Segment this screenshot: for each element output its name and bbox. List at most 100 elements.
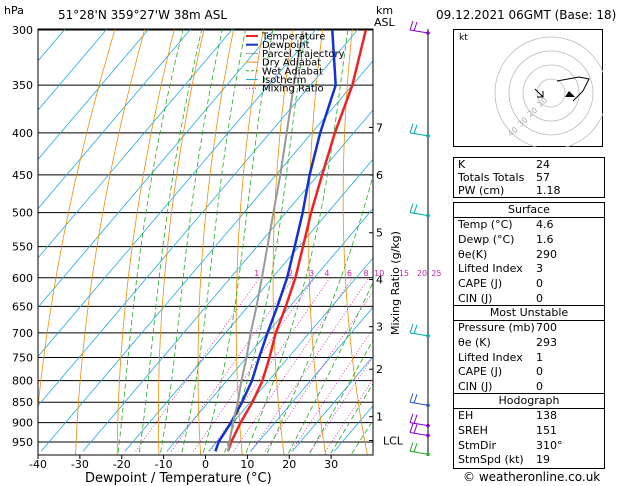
pressure-tick-label: 950 bbox=[12, 436, 33, 449]
x-tick-label: 0 bbox=[202, 458, 209, 471]
surface-row: Dewp (°C) 1.6 bbox=[458, 232, 554, 246]
wind-barb-flag bbox=[409, 442, 414, 452]
mixing-ratio-label: 25 bbox=[431, 269, 441, 278]
copyright: © weatheronline.co.uk bbox=[463, 470, 601, 484]
wind-barb-dot bbox=[426, 134, 430, 138]
location-title: 51°28'N 359°27'W 38m ASL bbox=[58, 8, 228, 22]
pressure-tick-label: 450 bbox=[12, 169, 33, 182]
hodo-row: StmDir 310° bbox=[458, 438, 563, 452]
surface-box: Surface Temp (°C) 4.6 Dewp (°C) 1.6 θe(K) 2… bbox=[453, 202, 605, 308]
mixing-ratio-line bbox=[310, 355, 373, 452]
mu-row: θe (K) 293 bbox=[458, 335, 557, 349]
legend-entry: Dry Adiabat bbox=[262, 58, 321, 69]
pressure-tick-label: 700 bbox=[12, 327, 33, 340]
km-tick-label: 6 bbox=[376, 169, 383, 182]
wet-adiabat-line bbox=[287, 281, 373, 455]
x-tick-label: -30 bbox=[71, 458, 89, 471]
km-label: km bbox=[376, 4, 394, 17]
legend-entry: Wet Adiabat bbox=[262, 66, 323, 77]
km-tick-label: 1 bbox=[376, 411, 383, 424]
hodo-row: EH 138 bbox=[458, 409, 557, 422]
x-tick-label: 10 bbox=[240, 458, 254, 471]
series-temperature bbox=[226, 29, 368, 452]
mixing-ratio-line bbox=[264, 290, 373, 452]
isotherm-line bbox=[38, 29, 317, 358]
isotherm-line bbox=[292, 355, 373, 452]
mixing-ratio-label: 4 bbox=[324, 269, 329, 278]
wet-adiabat-line bbox=[308, 339, 373, 455]
mixing-ratio-line bbox=[135, 277, 260, 452]
pressure-tick-label: 600 bbox=[12, 272, 33, 285]
wind-barb-dot bbox=[426, 452, 430, 457]
legend-entry: Mixing Ratio bbox=[262, 84, 324, 95]
datetime-title: 09.12.2021 06GMT (Base: 18) bbox=[436, 8, 617, 22]
dry-adiabat-line bbox=[409, 5, 452, 460]
dry-adiabat-line bbox=[197, 29, 235, 455]
wind-barb-flag bbox=[413, 124, 418, 134]
mean-wind-arrow bbox=[534, 88, 544, 98]
wind-barb-dot bbox=[426, 334, 430, 338]
wind-barb-flag bbox=[413, 394, 418, 404]
wind-barb bbox=[409, 422, 429, 427]
pressure-tick-label: 300 bbox=[12, 24, 33, 37]
isotherm-line bbox=[40, 60, 373, 452]
hodograph-ring bbox=[508, 50, 594, 136]
mixing-ratio-label: 10 bbox=[374, 269, 384, 278]
mixing-ratio-line bbox=[233, 277, 353, 452]
asl-label: ASL bbox=[374, 16, 395, 29]
wind-barb-dot bbox=[426, 31, 430, 35]
legend-entry: Parcel Trajectory bbox=[262, 49, 345, 60]
mixing-ratio-line bbox=[250, 277, 370, 452]
index-row: Totals Totals 57 bbox=[458, 171, 550, 184]
dry-adiabat-line bbox=[116, 29, 175, 455]
surface-row: Lifted Index 3 bbox=[458, 262, 543, 276]
hodo-row: StmSpd (kt) 19 bbox=[458, 453, 550, 467]
wet-adiabat-line bbox=[138, 29, 203, 455]
mixing-ratio-label: 1 bbox=[254, 269, 259, 278]
x-tick-label: -40 bbox=[29, 458, 47, 471]
wet-adiabat-line bbox=[117, 29, 184, 455]
wind-barb bbox=[409, 450, 429, 455]
wind-barb bbox=[409, 29, 429, 34]
wind-barb-flag bbox=[413, 204, 418, 214]
pressure-tick-label: 900 bbox=[12, 417, 33, 430]
wind-barb bbox=[409, 431, 429, 436]
mixing-ratio-label: 15 bbox=[399, 269, 409, 278]
dry-adiabat-line bbox=[272, 29, 294, 455]
dry-adiabat-line bbox=[38, 29, 116, 412]
wet-adiabat-line bbox=[265, 174, 373, 455]
km-tick-label: 4 bbox=[376, 274, 383, 287]
isotherm-line bbox=[250, 306, 373, 452]
wind-barb-flag bbox=[409, 323, 414, 334]
wind-barb bbox=[409, 332, 429, 337]
wet-adiabat-line bbox=[180, 29, 247, 455]
mixing-ratio-line bbox=[209, 277, 331, 452]
dry-adiabat-line bbox=[235, 29, 264, 455]
wind-barb-flag bbox=[413, 324, 418, 335]
pressure-tick-label: 350 bbox=[12, 79, 33, 92]
isotherm-line bbox=[38, 29, 108, 111]
wind-barb bbox=[409, 212, 429, 217]
pressure-tick-label: 400 bbox=[12, 127, 33, 140]
wind-barb-dot bbox=[426, 213, 430, 218]
dry-adiabat-line bbox=[75, 29, 146, 455]
hodograph-kt-label: kt bbox=[459, 33, 468, 43]
mixing-ratio-line bbox=[193, 277, 315, 452]
x-tick-label: -10 bbox=[155, 458, 173, 471]
wind-barb-dot bbox=[426, 433, 430, 438]
hpa-label: hPa bbox=[4, 4, 24, 17]
mixing-ratio-axis-label: Mixing Ratio (g/kg) bbox=[389, 231, 402, 335]
km-tick-label: 7 bbox=[376, 121, 383, 134]
wind-barb-flag bbox=[409, 20, 414, 31]
mu-row: Lifted Index 1 bbox=[458, 350, 543, 364]
wet-adiabat-line bbox=[159, 29, 223, 455]
isotherm-line bbox=[38, 29, 275, 308]
mixing-ratio-label: 3 bbox=[309, 269, 314, 278]
wind-barb bbox=[409, 401, 429, 406]
hodograph-ring bbox=[522, 64, 580, 122]
indices-box: K 24 Totals Totals 57 PW (cm) 1.18 bbox=[453, 157, 605, 198]
hodograph-indices-title: Hodograph bbox=[454, 394, 604, 409]
